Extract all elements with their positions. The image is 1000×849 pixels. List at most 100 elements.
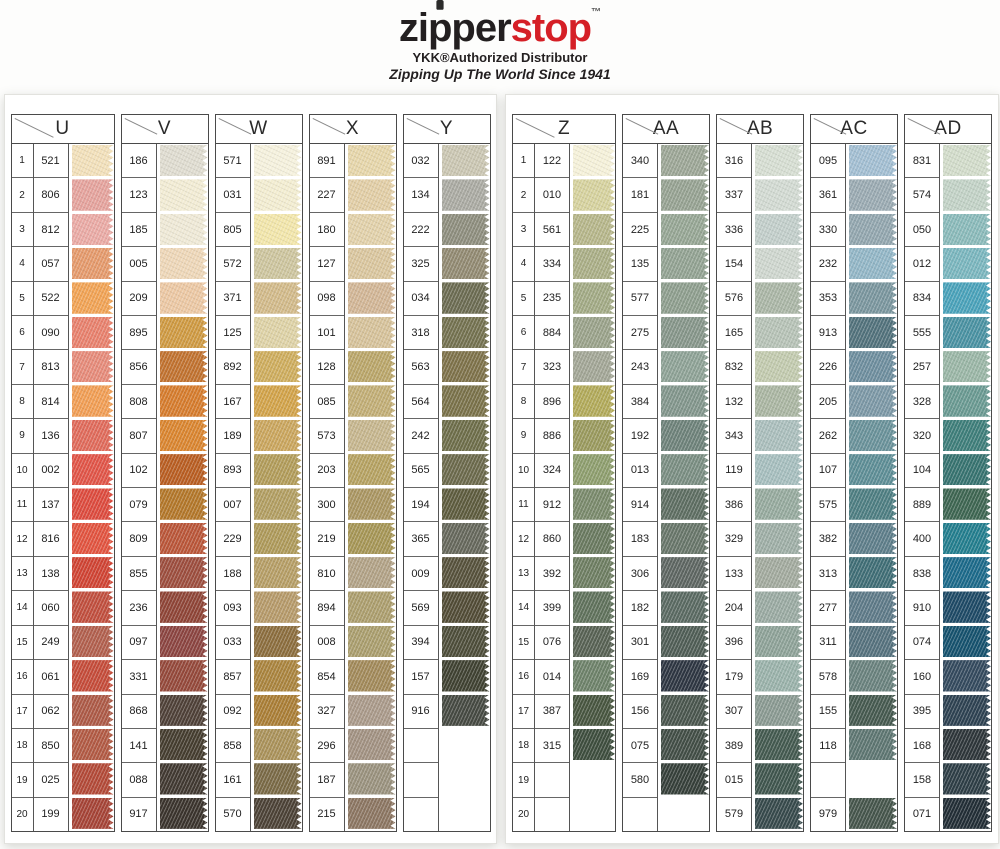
swatch-slot bbox=[940, 178, 991, 212]
swatch-slot bbox=[69, 144, 114, 178]
swatch-slot bbox=[251, 316, 302, 350]
swatch-slot bbox=[157, 694, 208, 728]
color-code: 336 bbox=[717, 213, 751, 248]
swatch-slot bbox=[846, 281, 897, 315]
swatch-slot bbox=[69, 694, 114, 728]
color-code: 353 bbox=[811, 282, 845, 317]
distributor-line: YKK®Authorized Distributor bbox=[412, 50, 588, 65]
swatch-column bbox=[344, 144, 396, 831]
color-code: 809 bbox=[121, 522, 156, 557]
color-code: 831 bbox=[905, 144, 939, 179]
tape-swatch-AD-071 bbox=[943, 798, 991, 829]
tape-swatch-Y-222 bbox=[442, 214, 490, 245]
row-number: 11 bbox=[11, 488, 33, 523]
row-number: 1 bbox=[513, 144, 534, 179]
color-code: 838 bbox=[905, 557, 939, 592]
tape-swatch-AB-389 bbox=[755, 729, 803, 760]
column-header-V: V bbox=[121, 115, 208, 144]
tape-swatch-W-007 bbox=[254, 488, 302, 519]
tape-swatch-W-167 bbox=[254, 385, 302, 416]
color-code: 085 bbox=[309, 385, 344, 420]
color-code: 189 bbox=[215, 419, 250, 454]
header-diagonal-line bbox=[218, 118, 251, 135]
color-code: 102 bbox=[121, 454, 156, 489]
tape-swatch-X-894 bbox=[348, 591, 396, 622]
tape-swatch-AB-307 bbox=[755, 695, 803, 726]
swatch-slot bbox=[345, 144, 396, 178]
tape-swatch-Y-564 bbox=[442, 385, 490, 416]
tape-swatch-X-101 bbox=[348, 317, 396, 348]
swatch-slot bbox=[940, 522, 991, 556]
color-code: 850 bbox=[33, 729, 68, 764]
swatch-slot bbox=[439, 316, 490, 350]
tape-swatch-AB-337 bbox=[755, 179, 803, 210]
swatch-slot bbox=[439, 556, 490, 590]
swatch-slot bbox=[846, 178, 897, 212]
color-code: 320 bbox=[905, 419, 939, 454]
color-code: 229 bbox=[215, 522, 250, 557]
tape-swatch-X-098 bbox=[348, 282, 396, 313]
color-code: 002 bbox=[33, 454, 68, 489]
color-code: 204 bbox=[717, 591, 751, 626]
swatch-slot bbox=[570, 316, 615, 350]
column-header-X: X bbox=[309, 115, 396, 144]
color-code: 203 bbox=[309, 454, 344, 489]
swatch-column bbox=[438, 144, 490, 831]
swatch-slot bbox=[570, 178, 615, 212]
swatch-slot bbox=[157, 316, 208, 350]
color-code: 180 bbox=[309, 213, 344, 248]
tape-swatch-AB-179 bbox=[755, 660, 803, 691]
tape-swatch-Z-122 bbox=[573, 145, 615, 176]
tape-swatch-AA-169 bbox=[661, 660, 709, 691]
color-code: 555 bbox=[905, 316, 939, 351]
swatch-slot bbox=[940, 384, 991, 418]
tape-swatch-Z-886 bbox=[573, 420, 615, 451]
swatch-slot bbox=[439, 419, 490, 453]
color-code: 894 bbox=[309, 591, 344, 626]
tape-swatch-X-180 bbox=[348, 214, 396, 245]
tape-swatch-X-128 bbox=[348, 351, 396, 382]
column-header-U: U bbox=[11, 115, 114, 144]
row-number: 1 bbox=[11, 144, 33, 179]
tape-swatch-AD-257 bbox=[943, 351, 991, 382]
color-code: 301 bbox=[623, 626, 657, 661]
swatch-slot bbox=[69, 213, 114, 247]
swatch-slot bbox=[570, 522, 615, 556]
tape-swatch-W-033 bbox=[254, 626, 302, 657]
swatch-slot bbox=[846, 144, 897, 178]
color-code: 012 bbox=[905, 247, 939, 282]
tape-swatch-W-125 bbox=[254, 317, 302, 348]
swatch-slot bbox=[940, 694, 991, 728]
color-code: 580 bbox=[623, 763, 657, 798]
tape-swatch-U-057 bbox=[72, 248, 114, 279]
color-code: 092 bbox=[215, 695, 250, 729]
color-code: 155 bbox=[811, 695, 845, 729]
tape-swatch-U-522 bbox=[72, 282, 114, 313]
color-code: 107 bbox=[811, 454, 845, 489]
swatch-slot bbox=[752, 453, 803, 487]
column-AD: AD 831 574 050 012 834 555 257 328 320 104 889 400 83… bbox=[904, 114, 992, 832]
tape-swatch-V-895 bbox=[160, 317, 208, 348]
logo: zipperstop™ bbox=[399, 0, 601, 48]
color-code: 889 bbox=[905, 488, 939, 523]
color-code: 060 bbox=[33, 591, 68, 626]
color-code: 009 bbox=[403, 557, 438, 592]
swatch-slot bbox=[251, 419, 302, 453]
swatch-slot bbox=[251, 797, 302, 831]
color-code: 394 bbox=[403, 626, 438, 661]
tape-swatch-Z-235 bbox=[573, 282, 615, 313]
color-code: 329 bbox=[717, 522, 751, 557]
tape-swatch-V-856 bbox=[160, 351, 208, 382]
color-code: 910 bbox=[905, 591, 939, 626]
tape-swatch-AD-555 bbox=[943, 317, 991, 348]
color-code: 813 bbox=[33, 350, 68, 385]
color-code: 387 bbox=[535, 695, 569, 729]
swatch-slot bbox=[345, 556, 396, 590]
row-number: 7 bbox=[513, 350, 534, 385]
tape-swatch-Z-392 bbox=[573, 557, 615, 588]
swatch-slot bbox=[570, 487, 615, 521]
swatch-slot bbox=[846, 213, 897, 247]
column-Y: Y 032 134 222 325 034 318 563 564 242 565 194 365 009… bbox=[402, 114, 491, 832]
color-code: 118 bbox=[811, 729, 845, 764]
tape-swatch-W-093 bbox=[254, 591, 302, 622]
